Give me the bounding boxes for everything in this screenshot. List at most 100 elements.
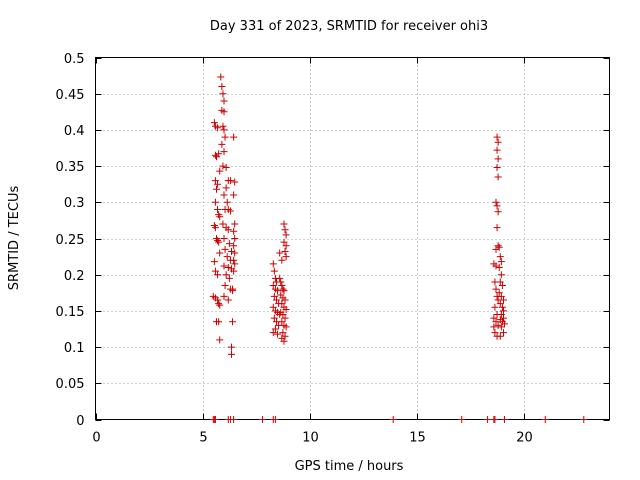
data-point — [280, 220, 288, 228]
data-point — [494, 208, 502, 216]
data-point — [493, 202, 501, 210]
data-point — [224, 296, 232, 304]
y-tick-label: 0.05 — [56, 377, 85, 392]
data-point — [230, 242, 238, 250]
chart-title: Day 331 of 2023, SRMTID for receiver ohi… — [210, 19, 488, 34]
data-point — [282, 253, 290, 261]
data-point — [229, 318, 237, 326]
data-point — [230, 256, 238, 264]
data-point — [497, 292, 505, 300]
data-point — [496, 278, 504, 286]
data-point — [210, 119, 218, 127]
data-point — [492, 262, 500, 270]
data-point — [279, 285, 287, 293]
data-point — [493, 133, 501, 141]
data-point — [227, 350, 235, 358]
data-point — [282, 323, 290, 331]
data-point — [211, 177, 219, 185]
data-point — [231, 220, 239, 228]
data-point — [278, 300, 286, 308]
data-point — [215, 300, 223, 308]
data-point — [492, 198, 500, 206]
data-point — [277, 278, 285, 286]
data-point — [214, 206, 222, 214]
data-point — [279, 311, 287, 319]
y-axis-label: SRMTID / TECUs — [7, 186, 22, 291]
data-point — [259, 416, 267, 423]
data-point — [220, 235, 228, 242]
data-point — [213, 153, 221, 161]
y-tick-label: 0.3 — [64, 196, 85, 211]
data-point — [389, 416, 397, 423]
data-point — [214, 271, 222, 279]
data-point — [280, 287, 288, 295]
data-point — [270, 292, 278, 300]
data-point — [226, 207, 234, 215]
data-point — [494, 155, 502, 163]
data-point — [215, 318, 223, 326]
data-point — [222, 164, 230, 172]
data-point — [271, 416, 279, 423]
data-point — [223, 198, 231, 206]
data-point — [220, 262, 228, 270]
data-point — [210, 258, 218, 266]
data-point — [499, 296, 507, 304]
data-point — [281, 226, 289, 234]
data-point — [226, 177, 234, 185]
data-point — [216, 249, 224, 257]
x-tick-label: 15 — [409, 431, 426, 446]
data-point — [269, 329, 277, 337]
data-point — [231, 249, 239, 257]
data-point — [230, 267, 238, 275]
data-point — [282, 231, 290, 239]
plot-frame — [95, 57, 610, 420]
data-point — [230, 191, 238, 199]
data-point — [541, 416, 549, 423]
data-point — [214, 180, 222, 188]
data-point — [498, 282, 506, 290]
data-point — [216, 336, 224, 344]
x-tick-label: 20 — [516, 431, 533, 446]
data-point — [281, 296, 289, 304]
data-point — [493, 224, 501, 232]
data-point — [490, 314, 498, 322]
data-point — [223, 253, 231, 261]
data-point — [219, 220, 227, 228]
data-point — [496, 332, 504, 340]
data-point — [458, 416, 466, 423]
data-point — [276, 249, 284, 257]
data-point — [278, 282, 286, 290]
data-point — [483, 416, 491, 423]
data-point — [214, 237, 222, 245]
data-point — [216, 213, 224, 221]
data-point — [493, 146, 501, 154]
data-point — [220, 97, 228, 105]
scatter-points — [209, 73, 588, 423]
data-point — [270, 314, 278, 322]
y-tick-label: 0.45 — [56, 88, 85, 103]
data-point — [221, 282, 229, 290]
data-point — [274, 330, 282, 338]
y-tick-label: 0.35 — [56, 160, 85, 175]
data-point — [231, 178, 239, 186]
data-point — [494, 138, 502, 146]
data-point — [227, 343, 235, 351]
data-point — [211, 151, 219, 159]
data-point — [214, 296, 222, 304]
data-point — [218, 140, 226, 148]
data-point — [230, 227, 238, 235]
data-point — [220, 108, 228, 116]
data-point — [491, 329, 499, 337]
data-point — [279, 329, 287, 337]
data-point — [230, 133, 238, 141]
data-point — [216, 167, 224, 175]
data-point — [211, 224, 219, 232]
data-point — [497, 311, 505, 319]
data-point — [222, 271, 230, 279]
data-point — [499, 314, 507, 322]
data-point — [272, 296, 280, 304]
data-point — [270, 267, 278, 275]
data-point — [494, 242, 502, 250]
x-axis-label: GPS time / hours — [295, 459, 404, 474]
